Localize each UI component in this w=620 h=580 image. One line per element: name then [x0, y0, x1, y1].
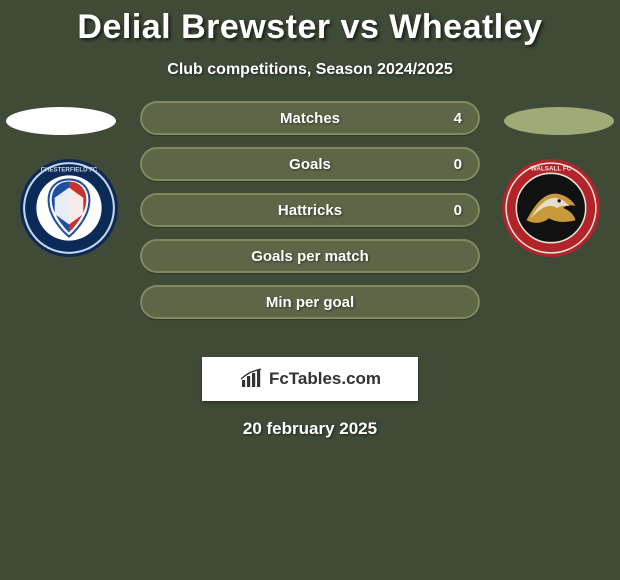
stat-row-goals: Goals 0 [140, 147, 480, 181]
comparison-stage: CHESTERFIELD FC WALSALL FC Matches 4 Goa… [0, 101, 620, 351]
svg-text:WALSALL FC: WALSALL FC [531, 165, 572, 172]
stat-row-matches: Matches 4 [140, 101, 480, 135]
stat-label: Goals per match [251, 248, 369, 265]
left-player-ellipse [6, 107, 116, 135]
stat-label: Goals [289, 156, 331, 173]
right-club-badge: WALSALL FC [500, 157, 602, 259]
subtitle: Club competitions, Season 2024/2025 [0, 61, 620, 79]
right-player-ellipse [504, 107, 614, 135]
svg-text:CHESTERFIELD FC: CHESTERFIELD FC [41, 166, 98, 173]
stat-row-goals-per-match: Goals per match [140, 239, 480, 273]
stat-value: 0 [454, 156, 462, 173]
page-title: Delial Brewster vs Wheatley [0, 0, 620, 47]
brand-text: FcTables.com [269, 369, 381, 389]
brand-box: FcTables.com [202, 357, 418, 401]
stat-label: Hattricks [278, 202, 342, 219]
stat-value: 4 [454, 110, 462, 127]
stat-value: 0 [454, 202, 462, 219]
stat-row-hattricks: Hattricks 0 [140, 193, 480, 227]
stat-label: Matches [280, 110, 340, 127]
date-text: 20 february 2025 [0, 419, 620, 439]
stat-rows: Matches 4 Goals 0 Hattricks 0 Goals per … [140, 101, 480, 319]
chart-icon [239, 368, 265, 390]
stat-row-min-per-goal: Min per goal [140, 285, 480, 319]
stat-label: Min per goal [266, 294, 354, 311]
left-club-badge: CHESTERFIELD FC [18, 157, 120, 259]
